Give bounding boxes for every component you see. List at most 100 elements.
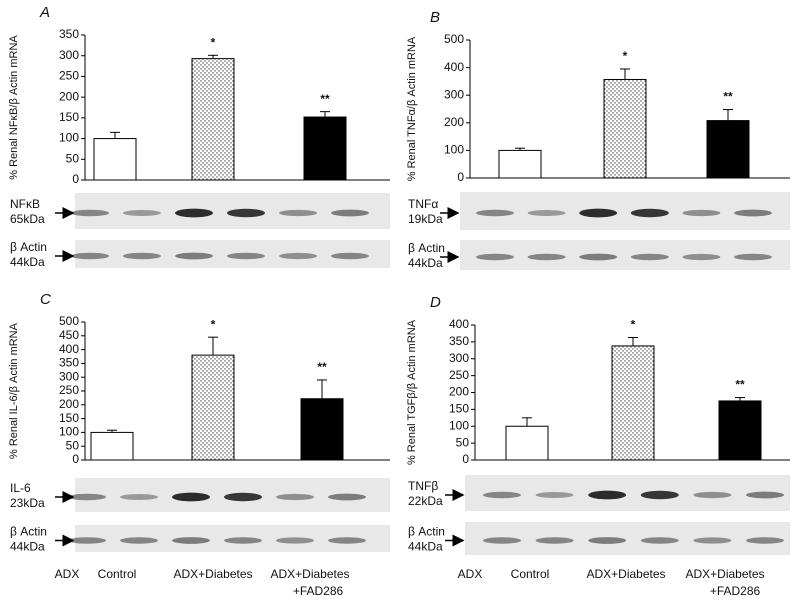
y-tick-label: 200 (59, 89, 79, 103)
blot-band (331, 252, 369, 260)
blot-band (68, 493, 106, 501)
group-label: Control (98, 567, 137, 581)
blot-band (276, 493, 314, 501)
y-tick-label: 300 (59, 369, 79, 383)
significance-label: * (623, 49, 628, 63)
blot-band (640, 490, 679, 500)
blot-band (682, 253, 721, 261)
group-label: ADX+Diabetes (270, 567, 349, 581)
y-tick-label: 50 (66, 438, 80, 452)
y-tick-label: 150 (449, 402, 469, 416)
y-tick-label: 150 (59, 411, 79, 425)
blot-label: 65kDa (10, 212, 45, 226)
blot-band (693, 491, 732, 499)
y-tick-label: 100 (444, 143, 464, 157)
blot-band (535, 537, 574, 544)
blot-label: β Actin (408, 525, 445, 539)
blot-band (693, 537, 732, 544)
y-tick-label: 400 (59, 342, 79, 356)
blot-band (123, 252, 161, 260)
blot-band (630, 253, 669, 261)
y-tick-label: 50 (456, 435, 470, 449)
blot-band (483, 491, 521, 499)
blot-label: TNFα (408, 197, 438, 211)
significance-label: ** (723, 90, 733, 104)
blot-band (630, 208, 669, 218)
blot-band (68, 537, 106, 544)
bar (90, 431, 134, 461)
bar (603, 78, 647, 179)
y-tick-label: 250 (59, 383, 79, 397)
group-label: ADX+Diabetes (685, 567, 764, 581)
blot-band (279, 209, 317, 217)
y-tick-label: 350 (449, 334, 469, 348)
blot-band (175, 208, 213, 218)
blot (465, 475, 790, 511)
blot-band (120, 537, 158, 544)
blot (460, 240, 790, 270)
bar (300, 398, 344, 461)
blot-band (224, 492, 262, 502)
y-tick-label: 350 (59, 27, 79, 41)
blot-band (588, 490, 627, 500)
blot-band (476, 209, 514, 217)
blot-band (328, 493, 366, 501)
significance-label: ** (320, 92, 330, 106)
significance-label: * (211, 35, 216, 49)
blot-band (734, 209, 772, 217)
blot-label: 19kDa (408, 212, 443, 226)
blot-label: 44kDa (408, 256, 443, 270)
panel-label: C (40, 291, 51, 308)
blot (465, 522, 790, 555)
y-tick-label: 300 (449, 351, 469, 365)
bar (191, 58, 235, 181)
blot-label: β Actin (10, 240, 47, 254)
blot-band (175, 252, 213, 260)
bar (706, 120, 750, 179)
y-tick-label: 250 (449, 368, 469, 382)
blot-band (527, 253, 566, 261)
y-tick-label: 0 (457, 170, 464, 184)
blot-label: β Actin (10, 525, 47, 539)
blot-band (120, 494, 158, 500)
blot-label: β Actin (408, 241, 445, 255)
blot-band (172, 537, 210, 544)
y-axis-label: % Renal TGFβ/β Actin mRNA (406, 319, 418, 465)
blot-band (224, 537, 262, 544)
bar (498, 149, 542, 179)
significance-label: * (631, 318, 636, 332)
y-axis-label: % Renal IL-6/β Actin mRNA (8, 322, 20, 459)
panel-label: A (39, 4, 50, 21)
y-tick-label: 300 (59, 48, 79, 62)
blot-band (227, 252, 265, 260)
blot-band (328, 537, 366, 544)
blot-label: IL-6 (10, 481, 31, 495)
blot-label: 44kDa (10, 540, 45, 554)
blot-band (71, 252, 109, 260)
blot-band (123, 210, 161, 216)
y-tick-label: 200 (59, 397, 79, 411)
y-tick-label: 0 (72, 452, 79, 466)
y-tick-label: 200 (444, 115, 464, 129)
blot-band (172, 492, 210, 502)
blot-band (227, 208, 265, 218)
blot-label: 44kDa (408, 540, 443, 554)
group-label: +FAD286 (293, 584, 344, 598)
bar (191, 354, 235, 461)
group-label: ADX+Diabetes (586, 567, 665, 581)
y-tick-label: 400 (444, 60, 464, 74)
group-label: ADX+Diabetes (173, 567, 252, 581)
y-axis-label: % Renal NFκB/β Actin mRNA (8, 35, 20, 180)
bar (718, 400, 762, 461)
y-tick-label: 250 (59, 69, 79, 83)
group-label: ADX (55, 567, 80, 581)
y-axis-label: % Renal TNFα/β Actin mRNA (406, 36, 418, 181)
y-tick-label: 500 (59, 314, 79, 328)
bar (611, 345, 655, 461)
panel-label: D (430, 294, 441, 311)
blot-band (682, 209, 721, 217)
blot-band (71, 209, 109, 217)
significance-label: ** (735, 378, 745, 392)
blot-band (331, 209, 369, 217)
bar (93, 138, 137, 181)
